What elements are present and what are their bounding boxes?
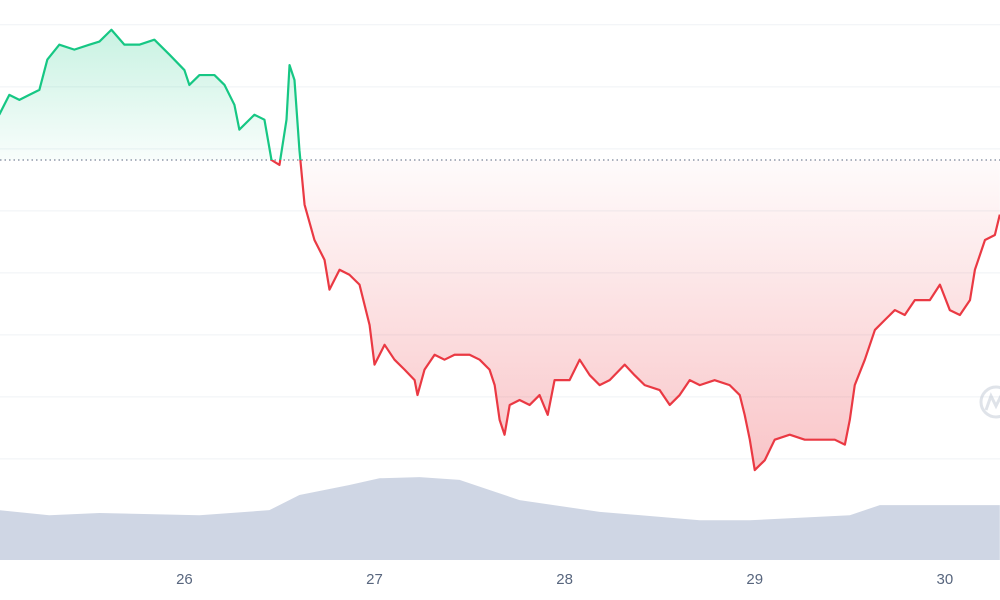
x-tick-label: 27 (366, 571, 383, 588)
price-line (0, 28, 1000, 472)
x-tick-label: 29 (746, 571, 763, 588)
x-tick-label: 28 (556, 571, 573, 588)
x-tick-label: 30 (937, 571, 954, 588)
logo-mark (984, 392, 1000, 411)
plot: 52627282930 (0, 24, 1000, 588)
x-tick-label: 26 (176, 571, 193, 588)
volume-area (0, 477, 1000, 560)
logo (979, 385, 1000, 419)
watermark (979, 385, 1000, 419)
price-area (0, 29, 1000, 471)
